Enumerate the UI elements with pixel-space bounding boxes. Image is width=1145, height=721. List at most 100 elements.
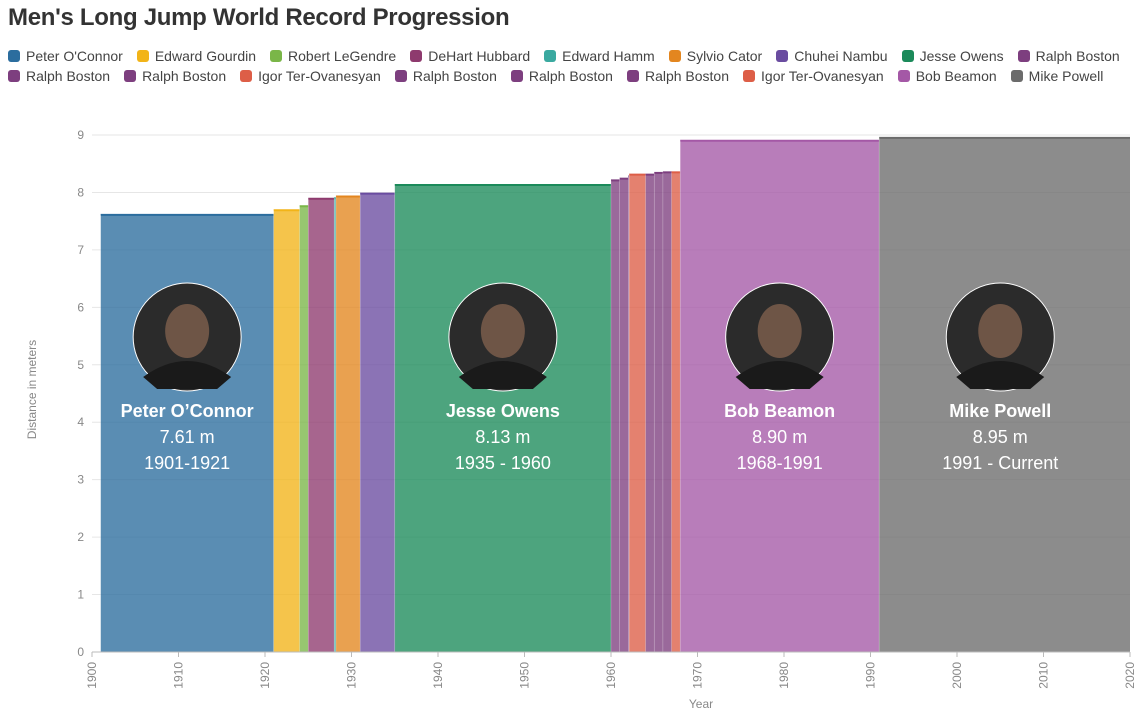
legend-label: Ralph Boston — [1035, 48, 1120, 64]
legend-swatch — [136, 50, 149, 62]
legend-swatch — [897, 70, 910, 82]
x-tick-label: 2010 — [1037, 662, 1051, 689]
annotation-years: 1991 - Current — [942, 453, 1058, 473]
record-area[interactable] — [335, 196, 361, 652]
record-area[interactable] — [628, 176, 630, 653]
axes: 0 1 2 3 4 5 6 7 8 9 1900 1910 1920 1930 1940 1950 1960 19… — [25, 128, 1137, 711]
legend-item[interactable]: Ralph Boston — [8, 66, 110, 86]
portrait-face — [978, 304, 1023, 358]
legend-item[interactable]: Edward Gourdin — [136, 46, 257, 66]
legend-item[interactable]: Ralph Boston — [394, 66, 497, 86]
legend-item[interactable]: Ralph Boston — [626, 66, 730, 86]
annotation-distance: 8.95 m — [973, 427, 1028, 447]
legend-label: Igor Ter-Ovanesyan — [258, 68, 381, 84]
portrait-face — [757, 304, 802, 358]
x-tick-label: 1970 — [691, 662, 705, 689]
portrait-shoulders — [458, 361, 547, 389]
legend-label: Ralph Boston — [644, 68, 730, 84]
legend-label: Ralph Boston — [412, 68, 497, 84]
record-areas — [100, 136, 1130, 653]
chart-title: Men's Long Jump World Record Progression — [8, 4, 510, 31]
legend-label: Chuhei Nambu — [794, 48, 888, 64]
legend-item[interactable]: Ralph Boston — [510, 66, 613, 86]
annotations: Peter O’Connor 7.61 m 1901-1921 Jesse Owens… — [121, 282, 1058, 473]
annotation-distance: 8.13 m — [475, 427, 530, 447]
x-tick-label: 1910 — [172, 662, 186, 689]
annotation-name: Mike Powell — [949, 401, 1051, 421]
portrait-shoulders — [143, 361, 232, 389]
record-area[interactable] — [671, 172, 681, 653]
annotation-years: 1935 - 1960 — [455, 453, 551, 473]
portrait-shoulders — [956, 361, 1045, 389]
x-tick-label: 1950 — [518, 662, 532, 689]
legend-item[interactable]: Peter O'Connor — [8, 46, 123, 66]
legend-swatch — [8, 50, 20, 62]
legend-label: Ralph Boston — [528, 68, 613, 84]
legend-label: Edward Gourdin — [154, 48, 257, 64]
portrait-face — [165, 304, 210, 358]
legend-item[interactable]: DeHart Hubbard — [410, 46, 530, 66]
x-tick-label: 1980 — [777, 662, 791, 689]
x-tick-label: 1940 — [431, 662, 445, 689]
legend-swatch — [124, 70, 137, 82]
y-tick-label: 7 — [77, 243, 84, 257]
legend-item[interactable]: Mike Powell — [1010, 66, 1104, 86]
legend-label: Ralph Boston — [142, 68, 227, 84]
legend-label: Bob Beamon — [915, 68, 997, 84]
record-area[interactable] — [879, 137, 1130, 653]
x-tick-label: 1990 — [864, 662, 878, 689]
annotation-name: Bob Beamon — [724, 401, 835, 421]
legend-item[interactable]: Bob Beamon — [897, 66, 997, 86]
legend-swatch — [743, 70, 756, 82]
x-tick-label: 1900 — [85, 662, 99, 689]
record-area[interactable] — [394, 184, 611, 652]
legend-label: Edward Hamm — [562, 48, 655, 64]
portrait-face — [480, 304, 525, 358]
record-area[interactable] — [360, 193, 395, 653]
record-area[interactable] — [308, 198, 335, 652]
y-tick-label: 9 — [77, 128, 84, 142]
legend-item[interactable]: Chuhei Nambu — [776, 46, 888, 66]
annotation-name: Jesse Owens — [446, 401, 560, 421]
legend-item[interactable]: Ralph Boston — [1017, 46, 1120, 66]
legend-label: DeHart Hubbard — [428, 48, 531, 64]
record-area[interactable] — [334, 198, 336, 652]
annotation-name: Peter O’Connor — [121, 401, 254, 421]
legend-swatch — [240, 70, 253, 82]
record-area[interactable] — [629, 174, 646, 653]
y-tick-label: 0 — [77, 645, 84, 659]
legend-item[interactable]: Robert LeGendre — [270, 46, 396, 66]
legend-swatch — [776, 50, 789, 62]
legend-swatch — [1017, 50, 1030, 62]
record-area[interactable] — [619, 178, 629, 652]
y-tick-label: 5 — [77, 358, 84, 372]
x-tick-label: 1930 — [345, 662, 359, 689]
record-area[interactable] — [654, 172, 663, 652]
legend-swatch — [1010, 70, 1023, 82]
record-area[interactable] — [273, 210, 300, 652]
legend-item[interactable]: Sylvio Cator — [668, 46, 763, 66]
record-area[interactable] — [645, 174, 655, 653]
y-tick-label: 3 — [77, 473, 84, 487]
legend-label: Mike Powell — [1028, 68, 1104, 84]
legend-item[interactable]: Jesse Owens — [901, 46, 1004, 66]
legend-item[interactable]: Ralph Boston — [124, 66, 226, 86]
legend-swatch — [510, 70, 523, 82]
legend-label: Robert LeGendre — [288, 48, 397, 64]
legend-swatch — [410, 50, 423, 62]
legend-swatch — [668, 50, 681, 62]
legend-label: Peter O'Connor — [26, 48, 123, 64]
record-area[interactable] — [662, 172, 672, 653]
record-area[interactable] — [611, 180, 620, 652]
legend-item[interactable]: Igor Ter-Ovanesyan — [743, 66, 884, 86]
legend-label: Sylvio Cator — [686, 48, 763, 64]
legend-item[interactable]: Edward Hamm — [544, 46, 655, 66]
record-area[interactable] — [299, 206, 309, 652]
record-area[interactable] — [680, 140, 880, 652]
y-tick-label: 2 — [77, 530, 84, 544]
legend-swatch — [8, 70, 20, 82]
legend-swatch — [544, 50, 557, 62]
legend-item[interactable]: Igor Ter-Ovanesyan — [240, 66, 381, 86]
x-tick-label: 1960 — [604, 662, 618, 689]
